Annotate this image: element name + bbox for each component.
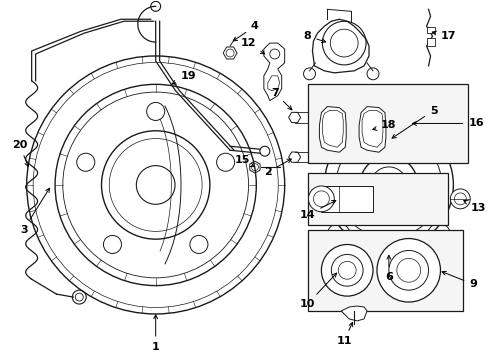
Text: 18: 18 bbox=[372, 121, 396, 130]
Bar bbox=[426, 27, 434, 33]
Polygon shape bbox=[358, 107, 385, 152]
Text: 8: 8 bbox=[303, 31, 325, 42]
Bar bbox=[426, 38, 434, 46]
Text: 2: 2 bbox=[264, 159, 291, 177]
Text: 20: 20 bbox=[12, 140, 28, 166]
Text: 19: 19 bbox=[172, 71, 196, 84]
Text: 17: 17 bbox=[431, 31, 455, 41]
Text: 4: 4 bbox=[233, 21, 258, 41]
Text: 10: 10 bbox=[299, 273, 336, 309]
Text: 11: 11 bbox=[336, 323, 352, 346]
Circle shape bbox=[376, 239, 440, 302]
Text: 7: 7 bbox=[270, 88, 291, 110]
Text: 16: 16 bbox=[412, 118, 483, 129]
Text: 12: 12 bbox=[240, 38, 264, 54]
Bar bbox=[321, 186, 372, 212]
Bar bbox=[307, 173, 447, 225]
Text: 3: 3 bbox=[20, 188, 49, 235]
Text: 5: 5 bbox=[391, 105, 436, 138]
Polygon shape bbox=[319, 107, 346, 152]
Text: 9: 9 bbox=[441, 271, 476, 289]
Polygon shape bbox=[341, 306, 366, 321]
Circle shape bbox=[308, 186, 334, 212]
Bar bbox=[307, 230, 462, 311]
Text: 6: 6 bbox=[384, 255, 392, 282]
Text: 15: 15 bbox=[234, 155, 253, 167]
Circle shape bbox=[321, 244, 372, 296]
Bar bbox=[307, 84, 468, 163]
Text: 1: 1 bbox=[151, 315, 159, 352]
Text: 13: 13 bbox=[463, 201, 485, 213]
Text: 14: 14 bbox=[299, 201, 335, 220]
Circle shape bbox=[449, 189, 469, 209]
